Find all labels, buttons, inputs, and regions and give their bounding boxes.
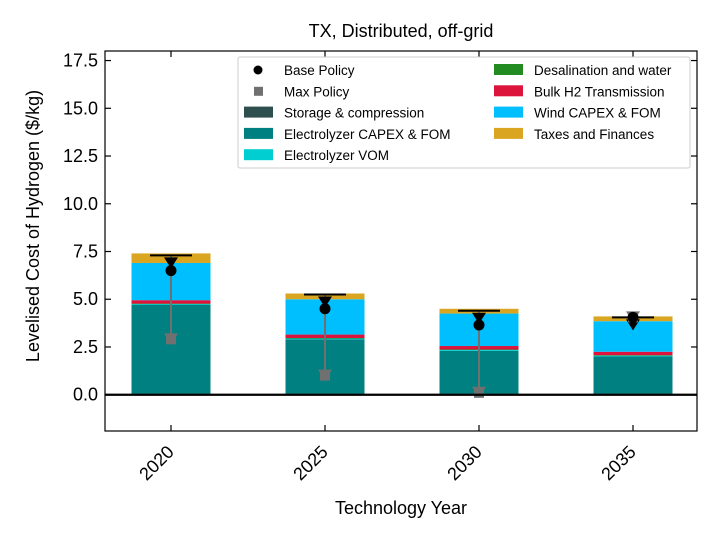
base-policy-marker-2025 [319, 303, 331, 315]
x-tick-label-2035: 2035 [597, 442, 639, 484]
legend: Base Policy Max Policy Storage & compressi… [237, 56, 691, 169]
y-tick-label-17.5: 17.5 [63, 51, 98, 71]
error-top-triangle-2030 [472, 312, 486, 324]
bar-2035-series-4 [593, 351, 673, 356]
legend-label-desalination-and-water: Desalination and water [534, 63, 672, 78]
bars-layer [131, 253, 673, 395]
legend-label-bulk-h2-transmission: Bulk H2 Transmission [534, 84, 665, 99]
x-axis-label: Technology Year [335, 498, 467, 518]
y-axis: 0.0 2.5 5.0 7.5 10.0 12.5 15.0 17.5 [63, 51, 697, 405]
y-tick-label-10.0: 10.0 [63, 194, 98, 214]
chart-title: TX, Distributed, off-grid [309, 21, 494, 41]
legend-swatch-max-policy [254, 86, 263, 96]
max-policy-marker-2020 [166, 334, 176, 345]
legend-swatch-electrolyzer-vom [244, 149, 273, 161]
legend-box [237, 56, 691, 169]
legend-swatch-base-policy [253, 65, 263, 75]
legend-label-wind-capex-fom: Wind CAPEX & FOM [534, 106, 661, 121]
y-tick-label-7.5: 7.5 [73, 242, 98, 262]
legend-label-electrolyzer-vom: Electrolyzer VOM [284, 148, 389, 163]
bar-2035-series-1 [593, 356, 673, 394]
y-tick-label-0.0: 0.0 [73, 385, 98, 405]
plot-frame [104, 50, 698, 432]
x-tick-label-2020: 2020 [135, 442, 177, 484]
bar-2035-series-3 [593, 355, 673, 356]
y-tick-label-2.5: 2.5 [73, 337, 98, 357]
legend-label-max-policy: Max Policy [284, 84, 350, 99]
base-policy-marker-2035 [627, 311, 639, 323]
legend-label-storage-compression: Storage & compression [284, 106, 424, 121]
y-axis-label: Levelised Cost of Hydrogen ($/kg) [23, 90, 43, 362]
y-tick-label-15.0: 15.0 [63, 98, 98, 118]
y-tick-label-5.0: 5.0 [73, 289, 98, 309]
y-tick-label-12.5: 12.5 [63, 146, 98, 166]
error-top-triangle-2025 [318, 296, 332, 308]
legend-swatch-wind-capex-fom [494, 106, 523, 118]
max-policy-marker-2025 [320, 370, 330, 381]
plot-area [104, 50, 698, 432]
legend-swatch-taxes-and-finances [494, 127, 523, 139]
x-tick-label-2030: 2030 [443, 442, 485, 484]
legend-label-taxes-and-finances: Taxes and Finances [534, 127, 654, 142]
legend-swatch-storage-compression [244, 106, 273, 118]
legend-swatch-bulk-h2-transmission [494, 85, 523, 97]
legend-swatch-electrolyzer-capex-fom [244, 127, 273, 139]
base-policy-marker-2030 [473, 319, 485, 331]
x-tick-label-2025: 2025 [289, 442, 331, 484]
legend-label-electrolyzer-capex-fom: Electrolyzer CAPEX & FOM [284, 127, 451, 142]
max-policy-marker-2030 [474, 387, 484, 398]
base-policy-marker-2020 [165, 265, 177, 277]
bar-2035-series-2 [593, 355, 673, 357]
error-top-triangle-2020 [164, 257, 178, 269]
error-layer [150, 254, 654, 398]
legend-swatch-desalination-and-water [494, 64, 523, 75]
legend-label-base-policy: Base Policy [284, 63, 355, 78]
